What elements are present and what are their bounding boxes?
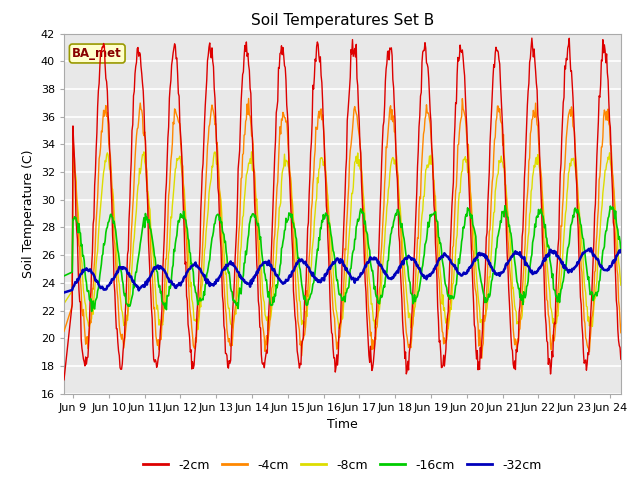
Legend: -2cm, -4cm, -8cm, -16cm, -32cm: -2cm, -4cm, -8cm, -16cm, -32cm: [138, 454, 547, 477]
Text: BA_met: BA_met: [72, 47, 122, 60]
Y-axis label: Soil Temperature (C): Soil Temperature (C): [22, 149, 35, 278]
X-axis label: Time: Time: [327, 418, 358, 431]
Title: Soil Temperatures Set B: Soil Temperatures Set B: [251, 13, 434, 28]
